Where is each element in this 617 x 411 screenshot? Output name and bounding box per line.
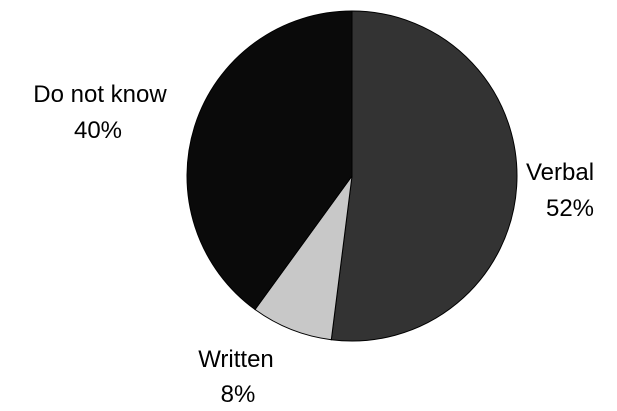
slice-label-do-not-know-name: Do not know (33, 81, 167, 108)
slice-label-written-name: Written (198, 346, 274, 373)
pie-slice-do-not-know (186, 10, 353, 311)
slice-label-do-not-know-value: 40% (74, 117, 122, 144)
pie-slices (186, 10, 518, 342)
slice-label-do-not-know: Do not know 40% (33, 81, 167, 144)
pie-slice-verbal (330, 10, 518, 342)
slice-label-written: Written 8% (198, 346, 274, 408)
slice-label-verbal: Verbal 52% (526, 159, 594, 222)
slice-label-verbal-value: 52% (546, 195, 594, 222)
slice-label-written-value: 8% (221, 381, 256, 408)
slice-label-verbal-name: Verbal (526, 159, 594, 186)
